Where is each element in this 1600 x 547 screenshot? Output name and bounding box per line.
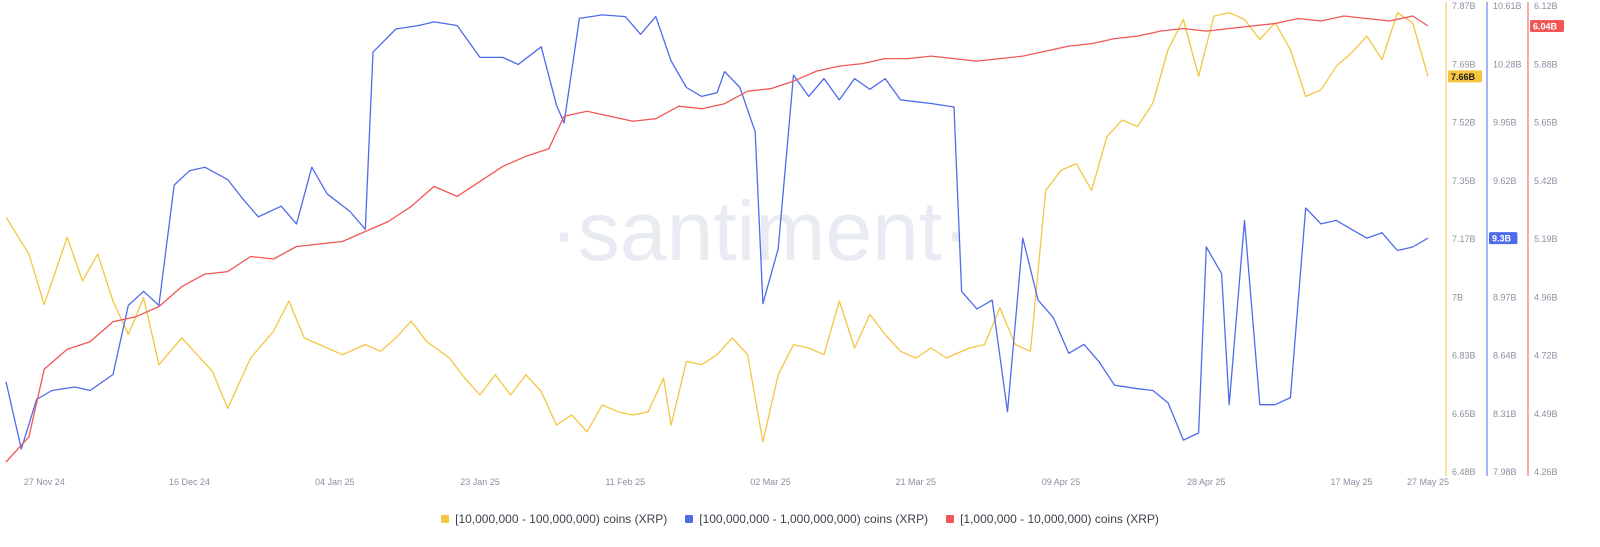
x-tick-label: 23 Jan 25 [460,477,500,487]
axis-lines [1445,2,1529,476]
y-tick-label-yellow: 7.35B [1452,176,1476,186]
legend-label-blue: [100,000,000 - 1,000,000,000) coins (XRP… [699,512,929,526]
x-axis-ticks: 27 Nov 24 16 Dec 24 04 Jan 25 23 Jan 25 11 F… [24,477,1449,487]
y-tick-label-blue: 10.28B [1493,59,1522,69]
legend-swatch-red [946,515,955,523]
legend: [10,000,000 - 100,000,000) coins (XRP) [… [0,512,1600,526]
current-value-badge-red [1530,20,1564,33]
y-tick-label-red: 4.96B [1534,292,1558,302]
y-tick-label-blue: 10.61B [1493,1,1522,11]
y-tick-label-blue: 8.64B [1493,351,1517,361]
y-tick-label-blue: 8.97B [1493,292,1517,302]
x-tick-label: 04 Jan 25 [315,477,355,487]
y-tick-label-yellow: 7.87B [1452,1,1476,11]
legend-label-red: [1,000,000 - 10,000,000) coins (XRP) [960,512,1159,526]
current-value-badge-blue [1489,232,1518,245]
x-tick-label: 21 Mar 25 [896,477,937,487]
x-tick-label: 16 Dec 24 [169,477,210,487]
series-line-red [5,15,1429,463]
x-tick-label: 09 Apr 25 [1042,477,1081,487]
x-tick-label: 27 May 25 [1407,477,1449,487]
legend-label-yellow: [10,000,000 - 100,000,000) coins (XRP) [455,512,668,526]
legend-item-yellow[interactable]: [10,000,000 - 100,000,000) coins (XRP) [441,512,667,526]
y-tick-label-blue: 7.98B [1493,467,1517,477]
y-tick-label-blue: 9.62B [1493,176,1517,186]
y-tick-label-blue: 8.31B [1493,409,1517,419]
y-tick-label-yellow: 7B [1452,292,1463,302]
x-tick-label: 28 Apr 25 [1187,477,1226,487]
legend-item-blue[interactable]: [100,000,000 - 1,000,000,000) coins (XRP… [685,512,928,526]
series-line-blue [5,14,1429,450]
x-tick-label: 17 May 25 [1331,477,1373,487]
current-value-badges: 7.66B 9.3B 6.04B [1448,20,1564,245]
y-tick-label-red: 4.26B [1534,467,1558,477]
y-tick-label-yellow: 7.17B [1452,234,1476,244]
current-value-label-blue: 9.3B [1492,234,1512,244]
y-tick-label-yellow: 7.52B [1452,118,1476,128]
y-tick-label-red: 4.72B [1534,351,1558,361]
x-tick-label: 27 Nov 24 [24,477,65,487]
y-tick-label-blue: 9.95B [1493,118,1517,128]
y-tick-label-yellow: 7.69B [1452,59,1476,69]
y-tick-label-red: 5.19B [1534,234,1558,244]
current-value-label-red: 6.04B [1533,22,1558,32]
y-tick-label-red: 5.88B [1534,59,1558,69]
y-tick-label-yellow: 6.48B [1452,467,1476,477]
legend-swatch-blue [685,515,694,523]
y-tick-label-red: 4.49B [1534,409,1558,419]
y-tick-label-red: 6.12B [1534,1,1558,11]
series-line-yellow [5,12,1429,443]
legend-item-red[interactable]: [1,000,000 - 10,000,000) coins (XRP) [946,512,1159,526]
x-tick-label: 11 Feb 25 [605,477,645,487]
current-value-badge-yellow [1448,70,1482,83]
y-axis-ticks: 7.87B 7.69B 7.52B 7.35B 7.17B 7B 6.83B 6.65B 6.4… [1452,1,1558,477]
legend-swatch-yellow [441,515,450,523]
x-tick-label: 02 Mar 25 [750,477,791,487]
series-layer [5,12,1429,463]
y-tick-label-red: 5.65B [1534,118,1558,128]
y-tick-label-yellow: 6.65B [1452,409,1476,419]
y-tick-label-red: 5.42B [1534,176,1558,186]
y-tick-label-yellow: 6.83B [1452,351,1476,361]
current-value-label-yellow: 7.66B [1451,72,1476,82]
